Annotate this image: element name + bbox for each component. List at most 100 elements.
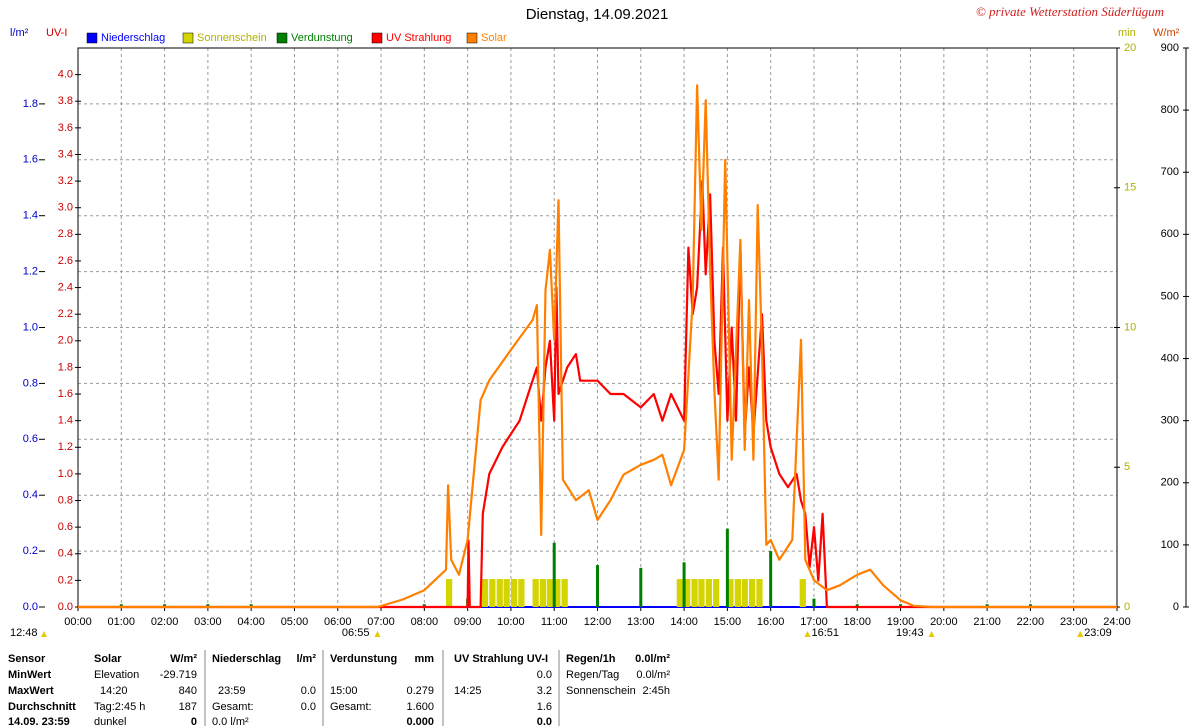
time-marker	[41, 631, 47, 637]
bar	[596, 565, 599, 607]
y-tick-label: 600	[1161, 228, 1179, 240]
bar	[727, 579, 734, 607]
table-cell: 0.0l/m²	[635, 653, 670, 665]
bar	[552, 542, 556, 607]
y-tick-label: 1.8	[23, 98, 38, 110]
table-cell: 15:00	[330, 685, 358, 697]
y-tick-label: 20	[1124, 42, 1136, 54]
bar	[163, 604, 167, 607]
legend-label: Niederschlag	[101, 32, 165, 44]
y-tick-label: 3.8	[58, 95, 73, 107]
bar	[705, 579, 712, 607]
table-cell: Sensor	[8, 653, 46, 665]
bar	[899, 604, 903, 607]
bar	[799, 579, 806, 607]
x-tick-label: 03:00	[194, 616, 222, 628]
y-tick-label: 0.2	[23, 545, 38, 557]
table-cell: 0.0	[537, 669, 552, 681]
y-tick-label: 3.0	[58, 202, 73, 214]
table-cell: Tag:2:45 h	[94, 701, 145, 713]
y-tick-label: 1.0	[23, 321, 38, 333]
y-tick-label: 0.2	[58, 574, 73, 586]
x-tick-label: 11:00	[541, 616, 568, 628]
edge-marker-label: 12:48	[10, 627, 38, 639]
axis-label: UV-I	[46, 27, 67, 39]
x-tick-label: 24:00	[1103, 616, 1131, 628]
legend-swatch	[86, 32, 98, 44]
table-cell: Sonnenschein	[566, 685, 636, 697]
bar	[725, 528, 729, 607]
table-cell: 0.0	[537, 716, 552, 726]
x-tick-label: 17:00	[800, 616, 828, 628]
table-cell: UV Strahlung UV-I	[454, 653, 548, 665]
y-tick-label: 0.4	[23, 489, 38, 501]
x-tick-label: 23:00	[1060, 616, 1088, 628]
y-tick-label: 400	[1161, 352, 1179, 364]
y-tick-label: 1.2	[23, 266, 38, 278]
bar	[510, 579, 518, 607]
bar	[741, 579, 748, 607]
y-tick-label: 0.4	[58, 548, 73, 560]
y-tick-label: 300	[1161, 415, 1179, 427]
table-cell: Regen/Tag	[566, 669, 619, 681]
y-tick-label: 0.6	[23, 433, 38, 445]
y-tick-label: 4.0	[58, 69, 73, 81]
y-tick-label: 0.0	[58, 601, 73, 613]
table-cell: 0.0l/m²	[636, 669, 670, 681]
table-cell: dunkel	[94, 716, 126, 726]
table-cell: 2:45h	[642, 685, 670, 697]
x-tick-label: 20:00	[930, 616, 958, 628]
y-tick-label: 500	[1161, 290, 1179, 302]
y-tick-label: 0	[1124, 601, 1130, 613]
table-cell: Gesamt:	[330, 701, 372, 713]
x-tick-label: 21:00	[973, 616, 1001, 628]
bar	[503, 579, 510, 607]
table-cell: Niederschlag	[212, 653, 281, 665]
bar	[682, 562, 686, 607]
y-tick-label: 0.8	[23, 377, 38, 389]
table-cell: mm	[414, 653, 434, 665]
y-tick-label: 2.8	[58, 228, 73, 240]
bar	[749, 579, 756, 607]
table-cell: l/m²	[296, 653, 316, 665]
bar	[481, 579, 489, 607]
y-tick-label: 1.4	[23, 210, 38, 222]
bar	[855, 604, 859, 607]
table-cell: Durchschnitt	[8, 701, 76, 713]
table-cell: 14:25	[454, 685, 482, 697]
y-tick-label: 700	[1161, 166, 1179, 178]
bar	[812, 598, 816, 607]
x-tick-label: 22:00	[1017, 616, 1045, 628]
table-cell: 1.600	[406, 701, 434, 713]
x-tick-label: 05:00	[281, 616, 309, 628]
y-tick-label: 0.8	[58, 494, 73, 506]
bar	[496, 579, 503, 607]
x-tick-label: 04:00	[237, 616, 265, 628]
series-line	[78, 84, 1117, 609]
legend-swatch	[466, 32, 478, 44]
table-cell: MaxWert	[8, 685, 54, 697]
x-tick-label: 19:00	[887, 616, 915, 628]
x-tick-label: 01:00	[108, 616, 136, 628]
bar	[698, 579, 705, 607]
y-tick-label: 800	[1161, 104, 1179, 116]
y-tick-label: 900	[1161, 42, 1179, 54]
bar	[769, 551, 773, 607]
y-tick-label: 5	[1124, 461, 1130, 473]
time-marker-label: 23:09	[1084, 627, 1112, 639]
y-tick-label: 2.2	[58, 308, 73, 320]
bar	[691, 579, 698, 607]
x-tick-label: 18:00	[843, 616, 871, 628]
table-cell: Verdunstung	[330, 653, 397, 665]
x-tick-label: 02:00	[151, 616, 179, 628]
table-cell: 23:59	[218, 685, 246, 697]
table-cell: Gesamt:	[212, 701, 254, 713]
y-tick-label: 2.0	[58, 335, 73, 347]
table-cell: MinWert	[8, 669, 52, 681]
bar	[206, 604, 210, 607]
axis-label: l/m²	[10, 27, 29, 39]
bar	[445, 579, 453, 607]
bar	[422, 604, 426, 607]
legend-label: Verdunstung	[291, 32, 353, 44]
